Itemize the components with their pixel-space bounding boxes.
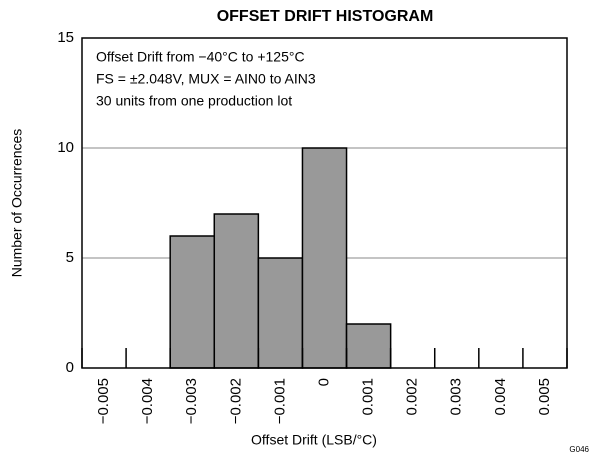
x-tick-label: −0.001 <box>271 378 288 424</box>
x-tick-label: −0.004 <box>139 378 156 424</box>
y-tick-label: 15 <box>57 29 74 46</box>
x-tick-label: 0.003 <box>448 378 465 416</box>
bar <box>213 213 260 369</box>
plot-frame <box>81 37 568 369</box>
bar <box>257 257 304 369</box>
x-tick-label: 0.004 <box>492 378 509 416</box>
y-tick-label: 5 <box>66 249 74 266</box>
annotation: Offset Drift from −40°C to +125°C <box>96 49 305 65</box>
annotation: 30 units from one production lot <box>96 93 292 109</box>
x-tick-label: 0 <box>315 378 332 386</box>
x-tick-label: −0.003 <box>183 378 200 424</box>
y-tick-label: 10 <box>57 139 74 156</box>
x-tick-label: 0.005 <box>536 378 553 416</box>
y-axis-label: Number of Occurrences <box>9 129 25 278</box>
figure-id: G046 <box>569 445 589 454</box>
annotation: FS = ±2.048V, MUX = AIN0 to AIN3 <box>96 71 316 87</box>
bar <box>301 147 348 369</box>
bar <box>169 235 216 369</box>
chart-title: OFFSET DRIFT HISTOGRAM <box>217 8 434 25</box>
x-tick-label: −0.005 <box>95 378 112 424</box>
x-axis-label: Offset Drift (LSB/°C) <box>251 432 377 448</box>
x-tick-label: −0.002 <box>227 378 244 424</box>
x-tick-label: 0.001 <box>360 378 377 416</box>
x-tick-label: 0.002 <box>404 378 421 416</box>
y-tick-label: 0 <box>66 359 74 376</box>
bar <box>345 323 392 369</box>
